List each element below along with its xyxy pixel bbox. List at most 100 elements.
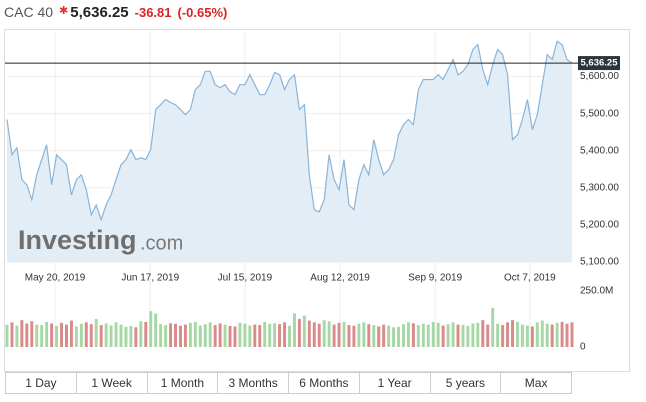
volume-bar [520,324,524,347]
volume-bar [169,323,173,347]
star-icon[interactable]: ✱ [59,5,69,17]
volume-bar [268,323,272,347]
volume-bar [183,324,187,347]
volume-bar [392,327,396,347]
volume-bar [511,320,515,347]
volume-bar [84,322,88,347]
volume-bar [426,324,430,347]
range-button[interactable]: 1 Week [77,373,148,393]
volume-bar [317,323,321,347]
volume-bar [228,325,232,347]
volume-bar [550,324,554,347]
y-tick-label: 5,600.00 [580,71,619,82]
volume-bar [560,321,564,347]
volume-bar [416,325,420,347]
volume-bar [178,325,182,347]
volume-bar [288,325,291,347]
volume-bar [238,322,242,347]
range-button[interactable]: 1 Month [148,373,219,393]
change: -36.81 [134,5,172,20]
x-tick-label: Oct 7, 2019 [504,273,556,284]
y-tick-label: 250.0M [580,286,613,297]
x-tick-label: Aug 12, 2019 [310,273,370,284]
volume-bar [362,322,366,347]
volume-bar [124,326,128,347]
volume-bar [387,325,391,347]
volume-bar [94,319,98,347]
volume-bar [297,319,301,347]
price-line [6,40,573,222]
volume-bar [273,323,277,347]
volume-bar [233,326,237,347]
volume-bar [25,323,29,347]
volume-bar [367,324,371,347]
y-tick-label: 0 [580,342,586,353]
volume-bar [451,322,455,347]
volume-bar [530,326,534,347]
volume-bar [456,324,460,347]
change-pct: (-0.65%) [177,5,228,20]
volume-bar [337,322,341,347]
watermark-brand: Investing [18,225,137,255]
volume-bar [10,322,14,347]
y-tick-label: 5,100.00 [580,257,619,268]
y-tick-label: 5,500.00 [580,108,619,119]
y-tick-label: 5,200.00 [580,220,619,231]
range-button[interactable]: 3 Months [218,373,289,393]
volume-bar [129,325,133,347]
range-button[interactable]: Max [524,376,548,390]
volume-bar [193,321,197,347]
volume-bar [154,313,158,347]
chart: Investing .com 5,100.00 5,200.00 5,300.00 5… [4,29,630,372]
volume-bar [486,324,490,347]
volume-bar [322,320,326,347]
volume-bar [535,322,539,347]
volume-bar [278,324,282,347]
volume-bar [327,321,331,347]
x-tick-label: Jun 17, 2019 [121,273,179,284]
volume-bar [501,325,505,347]
volume-bar [253,324,257,347]
volume-bar [471,323,475,347]
volume-bar [243,323,247,347]
volume-bar [208,322,212,347]
volume-bar [223,324,227,347]
volume-bar [119,324,123,347]
volume-bar [213,325,217,347]
volume-bar [50,323,54,347]
volume-bar [516,321,519,347]
volume-bar [15,325,19,347]
volume-bar [352,325,356,347]
volume-bar [441,325,445,347]
range-button[interactable]: 1 Day [6,373,77,393]
volume-bar [411,323,415,347]
volume-bar [421,323,425,347]
volume-bar [555,322,559,347]
y-tick-label: 5,400.00 [580,145,619,156]
volume-bar [198,325,202,347]
volume-bar [525,325,529,347]
volume-bar [139,321,143,347]
volume-bar [382,324,386,347]
volume-bar [69,320,73,347]
volume-bar [347,325,351,347]
volume-bar [292,313,296,347]
volume-bar [570,322,574,347]
volume-bar [446,324,450,347]
volume-bar [481,320,485,347]
volume-bar [149,311,153,347]
range-button[interactable]: 1 Year [360,373,431,393]
volume-bar [506,322,510,347]
x-tick-label: May 20, 2019 [25,273,86,284]
range-button[interactable]: 6 Months [289,373,360,393]
volume-bar [431,321,435,347]
volume-bar [491,307,495,347]
range-buttons: 1 Day 1 Week 1 Month 3 Months 6 Months 1 Year… [5,372,572,394]
range-button[interactable]: 5 years [431,373,502,393]
volume-bar [307,320,311,347]
price-area [7,41,572,262]
volume-bar [104,323,108,347]
volume-bar [60,322,63,347]
volume-bar [99,325,103,347]
volume-bar [545,323,549,347]
